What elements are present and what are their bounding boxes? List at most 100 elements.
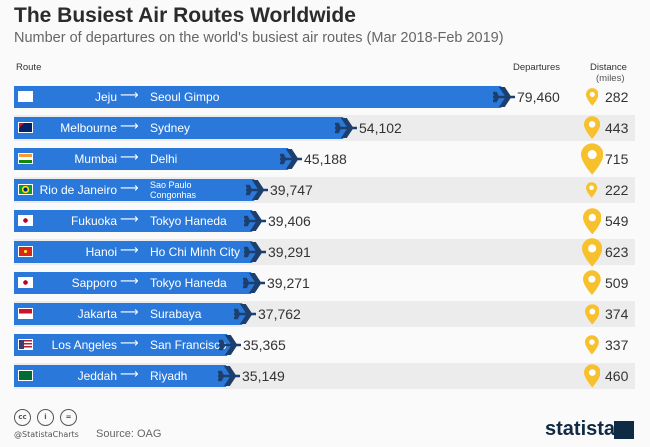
map-pin-icon — [585, 335, 599, 355]
route-destination: Sao Paulo Congonhas — [150, 180, 197, 200]
bar — [14, 272, 257, 294]
route-origin: Jeddah — [77, 369, 117, 383]
table-row: Jeju ⟶ Seoul Gimpo 79,460 282 — [14, 84, 635, 110]
route-origin: Sapporo — [71, 276, 117, 290]
statista-logo-icon — [614, 421, 634, 439]
table-row: Fukuoka ⟶ Tokyo Haneda 39,406 549 — [14, 207, 635, 235]
departures-value: 54,102 — [359, 120, 402, 136]
route-destination: Riyadh — [150, 369, 188, 383]
arrow-icon: ⟶ — [120, 274, 139, 289]
map-pin-icon — [583, 270, 601, 296]
route-destination: Ho Chi Minh City — [150, 245, 241, 259]
route-origin: Rio de Janeiro — [39, 183, 117, 197]
arrow-icon: ⟶ — [120, 212, 139, 227]
flag-icon-in — [18, 153, 33, 164]
plane-icon — [335, 118, 357, 138]
bar — [14, 210, 258, 232]
map-pin-icon — [581, 237, 603, 267]
map-pin-icon — [584, 303, 600, 325]
bar — [14, 117, 349, 139]
map-pin-icon — [586, 182, 598, 198]
plane-icon — [219, 335, 241, 355]
departures-value: 37,762 — [258, 306, 301, 322]
table-row: Hanoi ⟶ Ho Chi Minh City 39,291 623 — [14, 237, 635, 267]
distance-header: Distance — [590, 62, 627, 73]
departures-value: 39,406 — [268, 213, 311, 229]
distance-value: 222 — [605, 182, 629, 198]
map-pin-icon — [582, 207, 602, 235]
route-origin: Fukuoka — [70, 214, 117, 228]
route-header: Route — [16, 62, 42, 73]
chart-subtitle: Number of departures on the world's busi… — [14, 30, 504, 46]
departures-value: 35,365 — [243, 337, 286, 353]
map-pin-icon — [583, 364, 601, 388]
route-origin: Mumbai — [74, 152, 117, 166]
arrow-icon: ⟶ — [120, 150, 139, 165]
route-destination: Tokyo Haneda — [150, 276, 227, 290]
plane-icon — [234, 304, 256, 324]
distance-value: 509 — [605, 275, 629, 291]
distance-value: 337 — [605, 337, 629, 353]
arrow-icon: ⟶ — [120, 367, 139, 382]
plane-icon — [243, 273, 265, 293]
footer-handle[interactable]: @StatistaCharts — [14, 430, 79, 439]
map-pin-icon — [580, 143, 604, 175]
map-pin-icon — [585, 88, 599, 106]
distance-unit: (miles) — [596, 73, 625, 84]
route-origin: Los Angeles — [51, 338, 117, 352]
table-row: Sapporo ⟶ Tokyo Haneda 39,271 509 — [14, 270, 635, 296]
cc-icon: cc — [14, 409, 31, 426]
distance-value: 374 — [605, 306, 629, 322]
distance-value: 443 — [605, 120, 629, 136]
flag-icon-us — [18, 339, 33, 350]
flag-icon-br — [18, 184, 33, 195]
route-destination: Tokyo Haneda — [150, 214, 227, 228]
map-pin-icon — [583, 116, 601, 140]
bar — [14, 241, 258, 263]
plane-icon — [218, 366, 240, 386]
bar — [14, 334, 233, 356]
distance-value: 549 — [605, 213, 629, 229]
statista-logo[interactable]: statista — [545, 418, 616, 440]
arrow-icon: ⟶ — [120, 88, 139, 103]
flag-icon-jp — [18, 215, 33, 226]
route-destination: Surabaya — [150, 307, 202, 321]
arrow-icon: ⟶ — [120, 336, 139, 351]
departures-value: 45,188 — [304, 151, 347, 167]
bar — [14, 148, 294, 170]
flag-icon-jp — [18, 277, 33, 288]
footer-source: Source: OAG — [96, 428, 162, 440]
route-destination: Sydney — [150, 121, 191, 135]
plane-icon — [244, 211, 266, 231]
route-destination: Seoul Gimpo — [150, 90, 220, 104]
noderivs-icon: = — [60, 409, 77, 426]
departures-header: Departures — [513, 62, 560, 73]
distance-value: 715 — [605, 151, 629, 167]
flag-icon-vn — [18, 246, 33, 257]
route-destination: Delhi — [150, 152, 178, 166]
table-row: Mumbai ⟶ Delhi 45,188 715 — [14, 143, 635, 175]
plane-icon — [244, 242, 266, 262]
distance-value: 282 — [605, 89, 629, 105]
route-origin: Jakarta — [77, 307, 117, 321]
arrow-icon: ⟶ — [120, 305, 139, 320]
attribution-icon: i — [37, 409, 54, 426]
table-row: Jakarta ⟶ Surabaya 37,762 374 — [14, 301, 635, 327]
route-origin: Jeju — [94, 90, 117, 104]
flag-icon-sa — [18, 370, 33, 381]
arrow-icon: ⟶ — [120, 181, 139, 196]
bar — [14, 365, 232, 387]
table-row: Los Angeles ⟶ San Francisco 35,365 337 — [14, 332, 635, 358]
departures-value: 35,149 — [242, 368, 285, 384]
bar — [14, 303, 248, 325]
distance-value: 460 — [605, 368, 629, 384]
route-destination: San Francisco — [150, 338, 227, 352]
table-row: Melbourne ⟶ Sydney 54,102 443 — [14, 115, 635, 141]
chart-title: The Busiest Air Routes Worldwide — [14, 4, 356, 27]
departures-value: 39,747 — [270, 182, 313, 198]
table-row: Rio de Janeiro ⟶ Sao Paulo Congonhas 39,… — [14, 177, 635, 203]
plane-icon — [280, 149, 302, 169]
plane-icon — [493, 87, 515, 107]
arrow-icon: ⟶ — [120, 119, 139, 134]
departures-value: 39,291 — [268, 244, 311, 260]
